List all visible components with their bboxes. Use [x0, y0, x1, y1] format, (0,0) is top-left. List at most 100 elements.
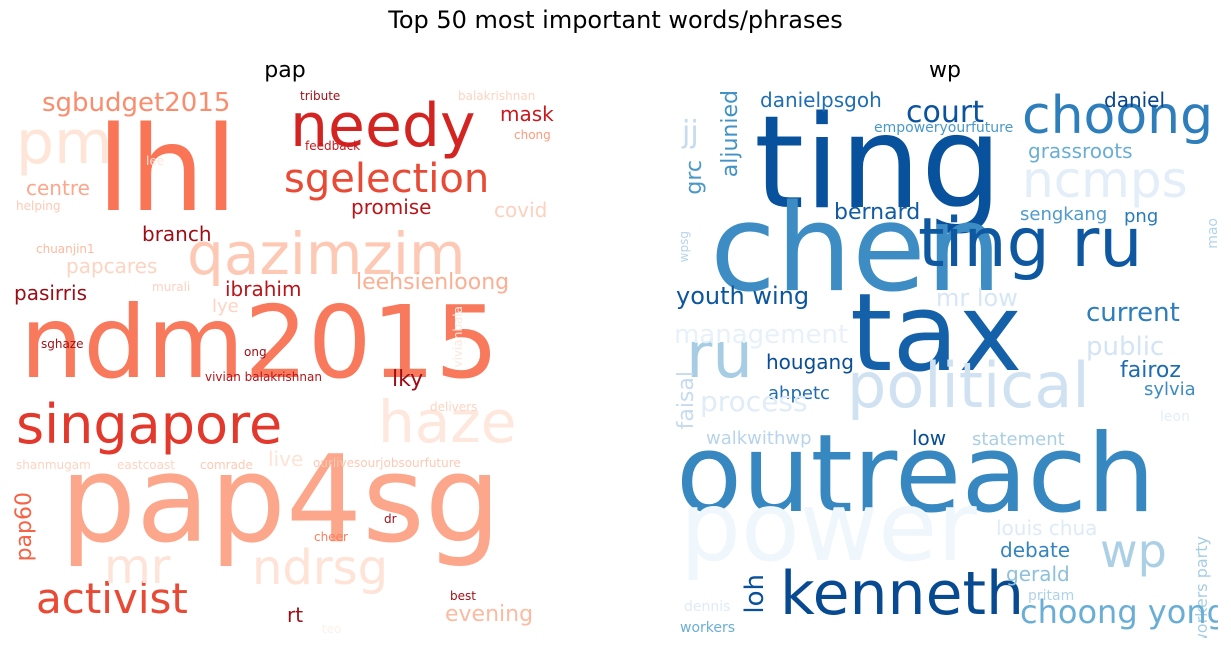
wp-word: grc [682, 160, 707, 195]
pap-word: haze [378, 388, 517, 456]
pap-word: branch [142, 222, 212, 246]
wp-word: wp [1100, 524, 1167, 578]
wp-word: mao [1205, 218, 1218, 249]
pap-word: sghaze [41, 337, 84, 351]
wp-word: png [1124, 206, 1159, 227]
wp-word: current [1086, 298, 1180, 328]
wp-word: workers [680, 620, 736, 636]
pap-word: feedback [305, 139, 361, 153]
pap-word: needy [290, 91, 476, 161]
wp-word: management [674, 320, 849, 350]
pap-word: delivers [430, 400, 478, 414]
pap-word: mr [104, 539, 171, 595]
pap-word: live [268, 447, 304, 471]
pap-word: sgelection [284, 156, 490, 202]
pap-word: activist [36, 574, 188, 623]
wp-word: dennis [684, 599, 731, 615]
wp-word: sengkang [1020, 204, 1108, 225]
wp-word: choong [1022, 88, 1214, 146]
pap-word: teo [322, 622, 342, 636]
pap-word: pasirris [14, 281, 87, 305]
wp-word: faisal [674, 371, 699, 430]
pap-word: chuanjin1 [36, 242, 95, 256]
wp-word: wpsg [677, 231, 691, 263]
pap-word: pap4sg [60, 431, 501, 570]
wp-word: political [847, 349, 1090, 422]
pap-word: lky [392, 367, 424, 392]
wp-word: ting [754, 89, 1003, 238]
wp-word: aljunied [718, 90, 743, 178]
pap-word: singapore [16, 393, 283, 456]
wp-word: ahpetc [768, 383, 830, 404]
pap-word: lye [212, 296, 239, 317]
figure-title: Top 50 most important words/phrases [388, 6, 843, 34]
wp-word: choong yong [1020, 593, 1218, 631]
pap-word: cheer [314, 530, 348, 544]
pap-word: ourlivesourjobsourfuture [313, 456, 461, 470]
wp-word: grassroots [1028, 139, 1133, 163]
pap-word: dr [384, 512, 397, 526]
pap-word: eastcoast [117, 458, 175, 472]
wp-word: process [700, 385, 808, 418]
wp-word: debate [1000, 538, 1071, 562]
pap-word: comrade [200, 458, 253, 472]
pap-word: ibrahim [225, 277, 302, 301]
pap-word: pm [16, 108, 113, 178]
pap-word: lhl [97, 100, 238, 238]
wp-word: daniel [1104, 88, 1166, 112]
pap-word-cloud: ndm2015 pap4sg lhl needy sgelection qazimzim s… [12, 88, 558, 638]
wp-word: leon [1160, 409, 1190, 425]
wp-word: sylvia [1144, 379, 1196, 400]
wp-word: statement [972, 429, 1065, 450]
wp-word: loh [740, 574, 770, 614]
wp-word: public [1086, 332, 1165, 362]
wp-word: power [680, 471, 977, 583]
pap-word: helping [16, 199, 61, 213]
pap-word: shanmugam [16, 458, 91, 472]
wp-word: outreach [676, 412, 1156, 537]
pap-word: mask [500, 102, 554, 126]
wp-word: empoweryourfuture [874, 120, 1014, 136]
wp-word: danielpsgoh [760, 88, 882, 112]
pap-word: tribute [300, 89, 341, 103]
wp-word: jj [682, 115, 699, 150]
pap-word: murali [152, 280, 191, 294]
pap-word: leehsienloong [356, 270, 510, 295]
pap-word: evening [445, 602, 534, 627]
wp-word: kenneth [780, 559, 1025, 629]
pap-word: qazimzim [187, 220, 466, 288]
pap-word: pap60 [12, 492, 37, 562]
pap-word: best [450, 589, 476, 603]
pap-cloud-title: pap [264, 58, 306, 83]
pap-word: sgbudget2015 [42, 88, 231, 118]
wp-word: fairoz [1120, 358, 1181, 383]
pap-word: ong [244, 345, 267, 359]
pap-word: vivian balakrishnan [205, 370, 322, 384]
wp-word: ncmps [1022, 151, 1188, 209]
pap-word: vivianbala [451, 306, 465, 368]
wp-word: louis chua [996, 516, 1098, 540]
wp-word: low [912, 426, 947, 450]
wp-word-cloud: ting chen outreach tax ting ru political power… [672, 88, 1218, 638]
pap-word: ndm2015 [20, 284, 499, 401]
wp-word: chen [710, 180, 1002, 319]
wp-word: ting ru [918, 204, 1143, 283]
pap-word: promise [351, 195, 432, 219]
wp-word: pritam [1028, 588, 1075, 604]
pap-word: papcares [66, 254, 158, 278]
wp-word: gerald [1006, 562, 1070, 586]
wp-word: ru [686, 319, 753, 393]
pap-word: chong [514, 128, 551, 142]
wp-word: hougang [766, 350, 854, 374]
wp-word: bernard [834, 200, 921, 225]
pap-word: rt [287, 603, 304, 627]
pap-word: ndrsg [252, 540, 389, 596]
pap-word: lee [146, 154, 165, 168]
wp-word: tax [850, 271, 1023, 396]
wp-word: walkwithwp [706, 428, 812, 449]
wp-word: youth wing [676, 282, 810, 310]
wp-word: court [906, 95, 984, 130]
wp-cloud-title: wp [929, 58, 961, 83]
pap-word: balakrishnan [458, 89, 536, 103]
pap-word: covid [494, 198, 548, 222]
